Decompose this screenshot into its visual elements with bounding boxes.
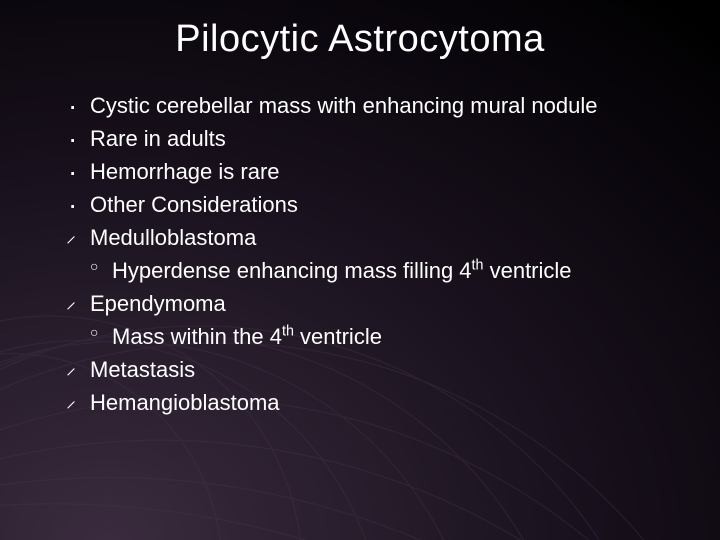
bullet-level-2: Medulloblastoma: [68, 221, 680, 254]
bullet-level-3: Mass within the 4th ventricle: [90, 320, 680, 353]
bullet-level-2: Hemangioblastoma: [68, 386, 680, 419]
slide-content: Pilocytic Astrocytoma Cystic cerebellar …: [0, 0, 720, 540]
bullet-level-1: Rare in adults: [68, 122, 680, 155]
bullet-level-1: Hemorrhage is rare: [68, 155, 680, 188]
slide-title: Pilocytic Astrocytoma: [40, 18, 680, 61]
bullet-level-1: Cystic cerebellar mass with enhancing mu…: [68, 89, 680, 122]
bullet-level-2: Ependymoma: [68, 287, 680, 320]
slide-body: Cystic cerebellar mass with enhancing mu…: [40, 89, 680, 419]
bullet-level-1: Other Considerations: [68, 188, 680, 221]
bullet-level-3: Hyperdense enhancing mass filling 4th ve…: [90, 254, 680, 287]
bullet-level-2: Metastasis: [68, 353, 680, 386]
